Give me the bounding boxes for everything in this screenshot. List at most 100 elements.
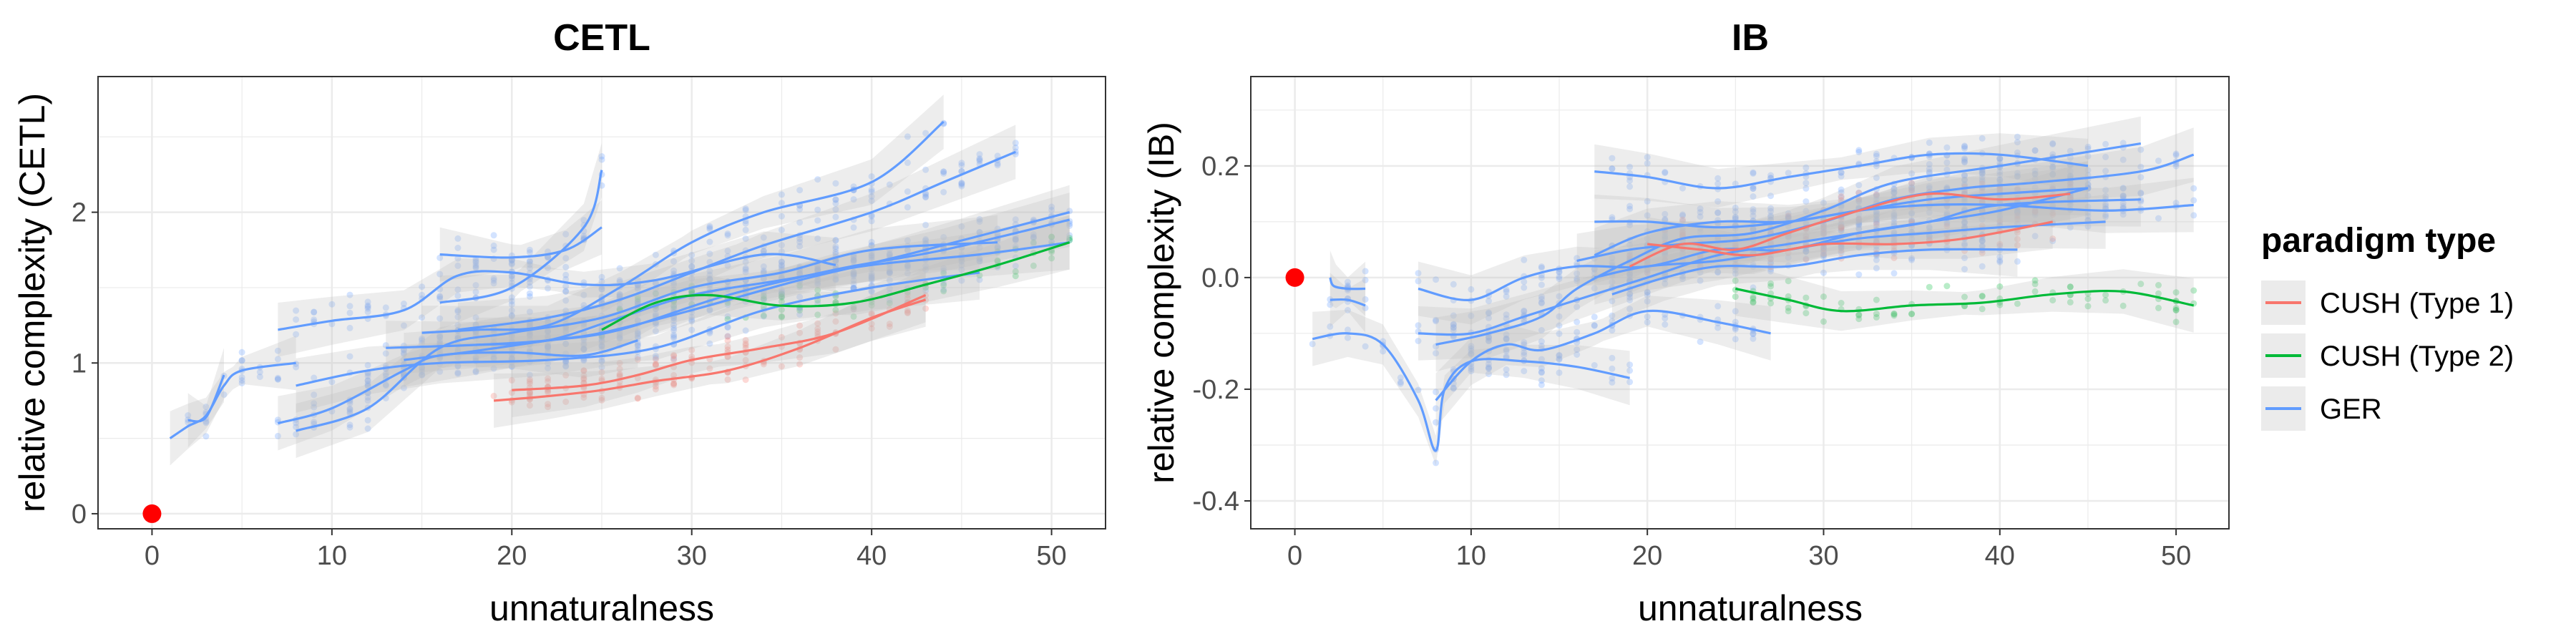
cetl-point-ger	[670, 315, 678, 322]
cetl-point-ger	[545, 318, 552, 325]
cetl-point-ger	[778, 191, 785, 198]
ib-point-ger	[1609, 365, 1616, 372]
cetl-point-ger	[454, 333, 462, 340]
cetl-point-cush-type-2	[688, 288, 696, 295]
cetl-point-cush-type-1	[742, 342, 749, 349]
cetl-point-ger	[742, 220, 749, 227]
cetl-point-ger	[886, 251, 893, 258]
ib-point-ger	[1397, 374, 1404, 381]
cetl-point-ger	[274, 376, 281, 383]
cetl-x-ticks: 0 10 20 30 40 50	[145, 529, 1067, 571]
cetl-point-ger	[616, 301, 623, 308]
cetl-point-ger	[526, 330, 533, 337]
cetl-point-ger	[886, 268, 893, 275]
ib-point-ger	[1961, 219, 1968, 226]
cetl-point-ger	[616, 277, 623, 284]
cetl-point-ger	[850, 306, 857, 313]
legend-label-ger: GER	[2320, 394, 2382, 425]
cetl-point-cush-type-1	[886, 323, 893, 330]
cetl-point-cush-type-2	[940, 281, 947, 288]
cetl-point-cush-type-1	[526, 378, 533, 385]
cetl-ribbon-ger	[170, 336, 296, 466]
cetl-point-ger	[364, 308, 371, 316]
cetl-ribbon-ger	[278, 231, 836, 357]
cetl-point-ger	[922, 191, 930, 198]
cetl-point-ger	[490, 277, 497, 284]
cetl-x-tick-label: 30	[677, 541, 707, 571]
cetl-point-ger	[508, 272, 515, 279]
cetl-point-ger	[850, 224, 857, 231]
cetl-point-ger	[364, 377, 371, 384]
ib-point-ger	[1538, 369, 1545, 376]
cetl-point-ger	[760, 313, 767, 320]
cetl-point-ger	[472, 353, 479, 361]
cetl-point-cush-type-1	[508, 376, 515, 384]
cetl-point-ger	[706, 340, 713, 347]
ib-x-tick-label: 0	[1287, 541, 1302, 571]
cetl-point-ger	[976, 255, 983, 262]
cetl-y-tick-label: 0	[72, 499, 87, 530]
cetl-point-ger	[994, 152, 1001, 160]
cetl-point-ger	[922, 130, 930, 137]
cetl-point-cush-type-1	[652, 361, 659, 368]
cetl-point-ger	[814, 279, 821, 286]
cetl-point-ger	[472, 263, 479, 270]
ib-point-ger	[2067, 194, 2074, 201]
cetl-point-ger	[832, 213, 839, 220]
cetl-point-ger	[400, 301, 407, 307]
cetl-point-ger	[814, 277, 821, 284]
cetl-point-ger	[706, 238, 713, 245]
cetl-point-cush-type-2	[1048, 233, 1055, 240]
cetl-point-ger	[274, 374, 281, 381]
cetl-point-ger	[940, 268, 947, 275]
ib-point-ger	[1485, 371, 1492, 378]
ib-point-ger	[1345, 334, 1351, 341]
cetl-point-ger	[545, 345, 552, 352]
ib-point-ger	[1609, 379, 1616, 386]
cetl-point-cush-type-1	[545, 389, 552, 396]
cetl-point-ger	[778, 290, 785, 297]
cetl-point-ger	[1030, 231, 1037, 238]
cetl-point-cush-type-1	[814, 328, 821, 335]
cetl-point-ger	[868, 273, 875, 280]
cetl-point-ger	[220, 391, 228, 398]
cetl-x-tick-label: 50	[1036, 541, 1066, 571]
ib-x-axis-label: unnaturalness	[1638, 588, 1863, 628]
cetl-point-cush-type-1	[814, 320, 821, 327]
ib-x-tick-label: 40	[1985, 541, 2015, 571]
cetl-point-ger	[850, 253, 857, 260]
cetl-point-ger	[742, 235, 749, 243]
cetl-point-ger	[886, 265, 893, 273]
ib-point-ger	[1380, 348, 1387, 355]
cetl-point-ger	[616, 293, 623, 300]
cetl-point-ger	[760, 248, 767, 255]
cetl-point-ger	[976, 255, 983, 262]
cetl-point-ger	[454, 369, 462, 376]
cetl-point-cush-type-1	[526, 380, 533, 387]
cetl-point-cush-type-1	[508, 399, 515, 406]
cetl-point-ger	[868, 254, 875, 261]
cetl-point-ger	[616, 335, 623, 341]
cetl-point-ger	[958, 162, 965, 169]
ib-point-ger	[1591, 313, 1598, 321]
cetl-point-ger	[508, 261, 515, 268]
cetl-point-ger	[364, 298, 371, 306]
cetl-point-ger	[724, 333, 731, 340]
ib-point-ger	[2031, 212, 2039, 219]
cetl-y-tick-label: 1	[72, 348, 87, 379]
cetl-x-tick-label: 20	[497, 541, 527, 571]
cetl-point-cush-type-2	[1030, 262, 1037, 269]
cetl-point-ger	[904, 237, 911, 244]
cetl-point-ger	[796, 243, 804, 250]
cetl-point-ger	[382, 304, 389, 311]
cetl-point-ger	[364, 305, 371, 312]
cetl-point-ger	[545, 360, 552, 367]
cetl-point-ger	[706, 225, 713, 233]
cetl-point-ger	[706, 307, 713, 314]
cetl-point-ger	[1030, 234, 1037, 241]
cetl-point-cush-type-2	[850, 313, 857, 320]
cetl-point-ger	[688, 313, 696, 321]
cetl-point-ger	[958, 223, 965, 230]
cetl-point-ger	[688, 251, 696, 258]
cetl-point-ger	[994, 243, 1001, 250]
